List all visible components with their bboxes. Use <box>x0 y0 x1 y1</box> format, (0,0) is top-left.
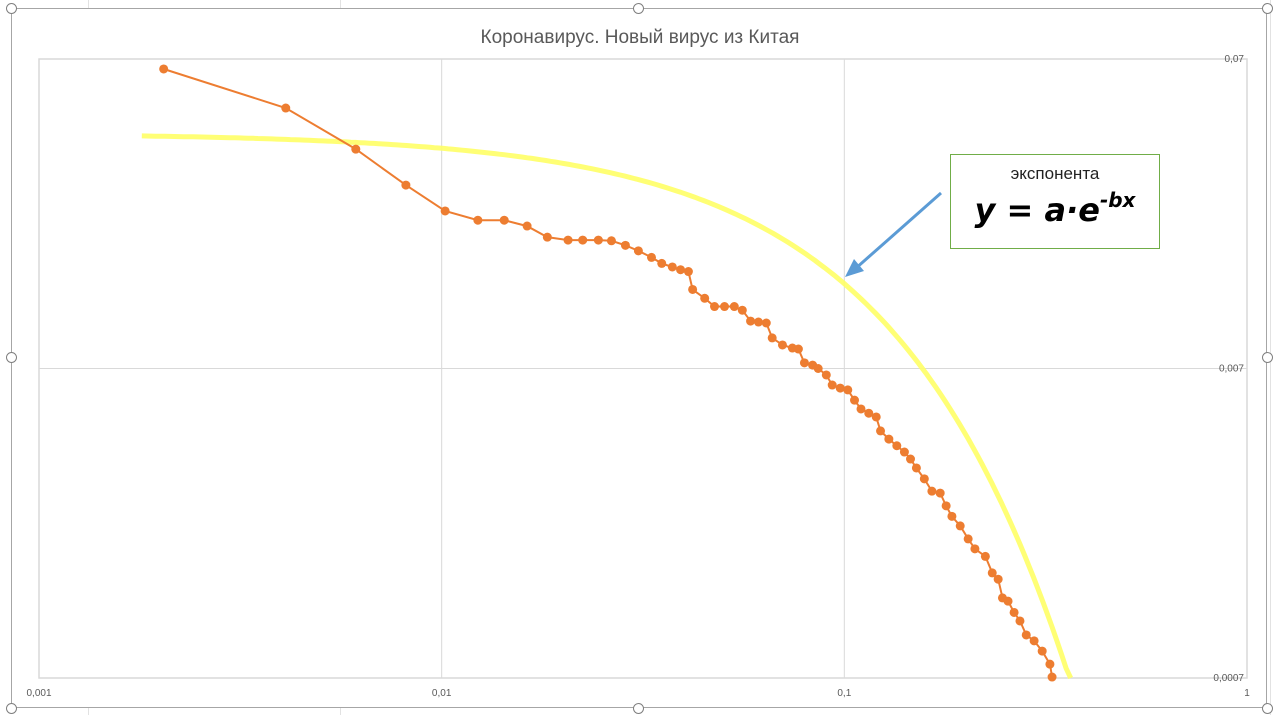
data-point <box>1047 672 1057 682</box>
annotation-textbox[interactable]: экспонента y = a·e-bx <box>950 154 1160 249</box>
data-point <box>563 235 573 245</box>
data-point <box>159 64 169 74</box>
data-point <box>593 235 603 245</box>
data-point <box>667 262 677 272</box>
chart-title[interactable]: Коронавирус. Новый вирус из Китая <box>480 27 800 48</box>
data-point <box>688 284 698 294</box>
data-point <box>892 441 902 451</box>
data-point <box>963 534 973 544</box>
data-point <box>856 404 866 414</box>
resize-handle-bottom-right[interactable] <box>1262 703 1273 714</box>
data-point <box>906 454 916 464</box>
data-point <box>767 333 777 343</box>
data-point <box>899 447 909 457</box>
formula-base: y = a·e <box>974 191 1100 229</box>
data-point <box>542 232 552 242</box>
formula-exponent: -bx <box>1099 188 1136 212</box>
x-tick-label: 0,1 <box>837 688 851 699</box>
data-point <box>1045 659 1055 669</box>
data-point <box>676 265 686 275</box>
data-point <box>1009 607 1019 617</box>
data-point <box>1021 630 1031 640</box>
data-point <box>955 521 965 531</box>
x-tick-label: 0,001 <box>26 688 51 699</box>
resize-handle-left[interactable] <box>6 352 17 363</box>
data-point <box>947 511 957 521</box>
data-point <box>746 316 756 326</box>
data-point <box>876 426 886 436</box>
resize-handle-bottom[interactable] <box>633 703 644 714</box>
data-point <box>799 358 809 368</box>
data-point <box>737 305 747 315</box>
data-point <box>578 235 588 245</box>
data-point <box>281 103 291 113</box>
data-point <box>1015 616 1025 626</box>
x-tick-label: 1 <box>1244 688 1250 699</box>
data-point <box>761 318 771 328</box>
data-point <box>813 364 823 373</box>
data-point <box>1037 646 1047 656</box>
data-point <box>871 412 881 422</box>
data-point <box>911 463 921 473</box>
data-point <box>720 302 730 312</box>
data-point <box>827 380 837 390</box>
data-point <box>700 293 710 303</box>
y-tick-label: 0,0007 <box>1213 673 1244 684</box>
annotation-formula: y = a·e-bx <box>951 188 1159 229</box>
x-tick-label: 0,01 <box>432 688 452 699</box>
data-point <box>499 215 509 225</box>
resize-handle-top-right[interactable] <box>1262 3 1273 14</box>
data-point <box>843 385 853 395</box>
data-point <box>351 144 361 154</box>
data-point <box>970 544 980 554</box>
resize-handle-bottom-left[interactable] <box>6 703 17 714</box>
data-point <box>884 434 894 444</box>
data-point <box>440 206 450 216</box>
data-point <box>633 246 643 256</box>
data-point <box>821 370 831 380</box>
data-point <box>919 474 929 484</box>
data-point <box>647 252 657 262</box>
data-point <box>657 258 667 268</box>
data-point <box>710 302 720 312</box>
data-point <box>941 501 951 511</box>
data-point <box>522 221 532 231</box>
data-point <box>980 551 990 561</box>
data-point <box>835 383 845 393</box>
data-point <box>850 395 860 405</box>
data-point <box>1029 636 1039 646</box>
annotation-arrow-line <box>854 191 942 271</box>
plot-area[interactable]: 0,001 0,01 0,1 1 0,07 0,007 0,0007 <box>12 9 1268 709</box>
data-point <box>401 180 411 190</box>
exponential-trendline <box>141 133 1073 680</box>
y-tick-label: 0,07 <box>1225 54 1245 65</box>
data-point <box>606 236 616 246</box>
data-point <box>935 488 945 498</box>
annotation-arrow-head <box>845 259 864 277</box>
data-point <box>993 574 1003 584</box>
data-point <box>729 302 739 312</box>
data-point <box>683 267 693 277</box>
data-point <box>1003 596 1013 606</box>
annotation-caption: экспонента <box>1010 164 1100 183</box>
data-point <box>793 344 803 354</box>
data-point <box>927 486 937 496</box>
resize-handle-right[interactable] <box>1262 352 1273 363</box>
data-point <box>864 408 874 418</box>
chart-area[interactable]: Коронавирус. Новый вирус из Китая 0,001 0… <box>11 8 1267 708</box>
resize-handle-top[interactable] <box>633 3 644 14</box>
data-series-line <box>163 68 1054 678</box>
data-point <box>777 340 787 350</box>
data-point <box>620 240 630 250</box>
data-point <box>753 317 763 327</box>
data-point <box>987 568 997 578</box>
resize-handle-top-left[interactable] <box>6 3 17 14</box>
y-tick-label: 0,007 <box>1219 364 1244 375</box>
data-point <box>473 215 483 225</box>
